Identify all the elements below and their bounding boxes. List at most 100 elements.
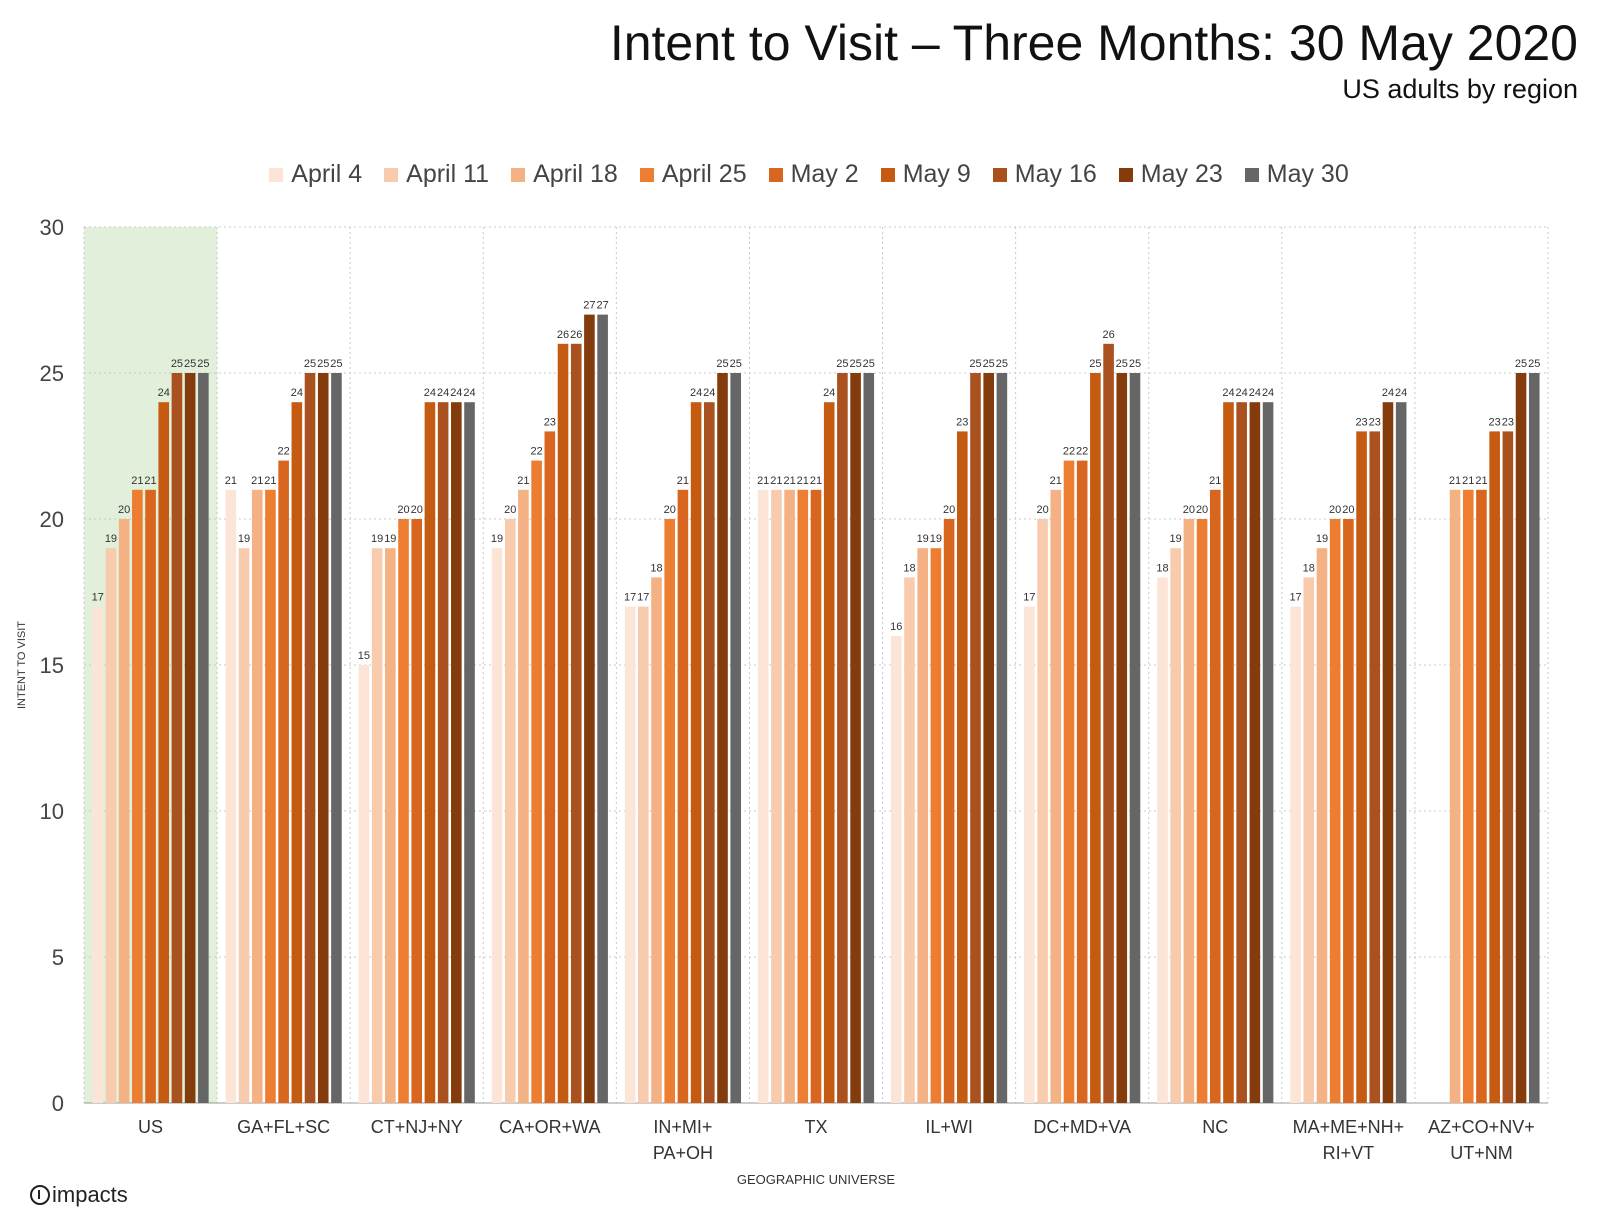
data-label: 21 [757,475,769,487]
y-tick-label: 15 [40,653,64,678]
chart-title: Intent to Visit – Three Months: 30 May 2… [609,15,1578,71]
bar [358,665,370,1103]
legend-item: April 4 [269,160,362,189]
data-label: 21 [251,475,263,487]
data-label: 21 [144,475,156,487]
data-label: 26 [1102,329,1114,341]
legend-item: April 18 [511,160,618,189]
data-label: 25 [716,358,728,370]
bar [850,373,861,1103]
data-label: 19 [371,533,383,545]
bar [331,373,342,1103]
data-label: 24 [437,387,449,399]
x-tick-label: DC+MD+VA [1033,1117,1131,1137]
data-label: 24 [1249,387,1261,399]
data-label: 21 [1050,475,1062,487]
legend-swatch [992,167,1007,182]
x-tick-label: MA+ME+NH+ [1293,1117,1405,1137]
x-tick-label: RI+VT [1323,1143,1375,1163]
bar [837,373,848,1103]
bar [1462,489,1474,1103]
data-label: 25 [1515,358,1527,370]
bar [1223,402,1234,1103]
logo-text: impacts [52,1182,128,1207]
legend-label: May 9 [902,160,971,188]
data-label: 24 [463,387,475,399]
bar [1369,431,1381,1103]
data-label: 20 [1196,504,1208,516]
legend-swatch [880,167,895,182]
x-axis-title: GEOGRAPHIC UNIVERSE [737,1172,896,1187]
data-label: 25 [304,358,316,370]
bar [132,489,143,1103]
bar [105,548,117,1103]
data-label: 25 [836,358,848,370]
data-label: 22 [278,446,290,458]
data-label: 25 [317,358,329,370]
bar [1356,431,1367,1103]
data-label: 21 [797,475,809,487]
data-label: 24 [291,387,303,399]
bar [1116,373,1128,1103]
data-label: 20 [1183,504,1195,516]
bar [251,489,263,1103]
bar [145,489,156,1103]
bar [570,343,582,1103]
bar [757,489,769,1103]
legend-item: May 9 [880,160,971,189]
bar [1183,519,1195,1103]
y-tick-label: 30 [40,215,64,240]
data-label: 21 [810,475,822,487]
y-axis-title: INTENT TO VISIT [16,621,28,709]
bar [970,373,981,1103]
bar [930,548,942,1103]
data-label: 20 [1036,504,1048,516]
bar [518,489,529,1103]
x-tick-label: TX [804,1117,827,1137]
bar [1196,519,1208,1103]
bar [1502,431,1514,1103]
bar [171,373,183,1103]
x-tick-label: IN+MI+ [653,1117,712,1137]
data-label: 19 [917,533,929,545]
data-label: 25 [1116,358,1128,370]
bar [983,373,994,1103]
legend-label: May 16 [1014,160,1097,188]
bar [371,548,383,1103]
legend-swatch [768,167,783,182]
data-label: 23 [956,416,968,428]
bar [1090,373,1101,1103]
bar [158,402,170,1103]
bar [1382,402,1394,1103]
data-label: 23 [1502,416,1514,428]
data-label: 21 [1449,475,1461,487]
data-label: 17 [1023,592,1035,604]
legend-item: May 16 [992,160,1097,189]
legend-item: May 2 [768,160,859,189]
data-label: 24 [823,387,835,399]
data-label: 24 [690,387,702,399]
data-label: 16 [890,621,902,633]
data-label: 24 [450,387,462,399]
data-label: 19 [238,533,250,545]
bar [1249,402,1261,1103]
x-tick-label: PA+OH [653,1143,713,1163]
bar [424,402,436,1103]
bar [118,519,130,1103]
bar [184,373,196,1103]
data-label: 19 [491,533,503,545]
legend-item: May 30 [1244,160,1349,189]
legend-item: April 11 [384,160,489,189]
legend-swatch [1244,167,1259,182]
bar [1076,460,1088,1104]
bar [1050,489,1062,1103]
bar [398,519,409,1103]
bar [956,431,968,1103]
bar [823,402,835,1103]
bar [1303,577,1315,1103]
data-label: 21 [131,475,143,487]
logo-mark-icon [30,1185,50,1205]
bar [544,431,556,1103]
legend-item: May 23 [1118,160,1223,189]
